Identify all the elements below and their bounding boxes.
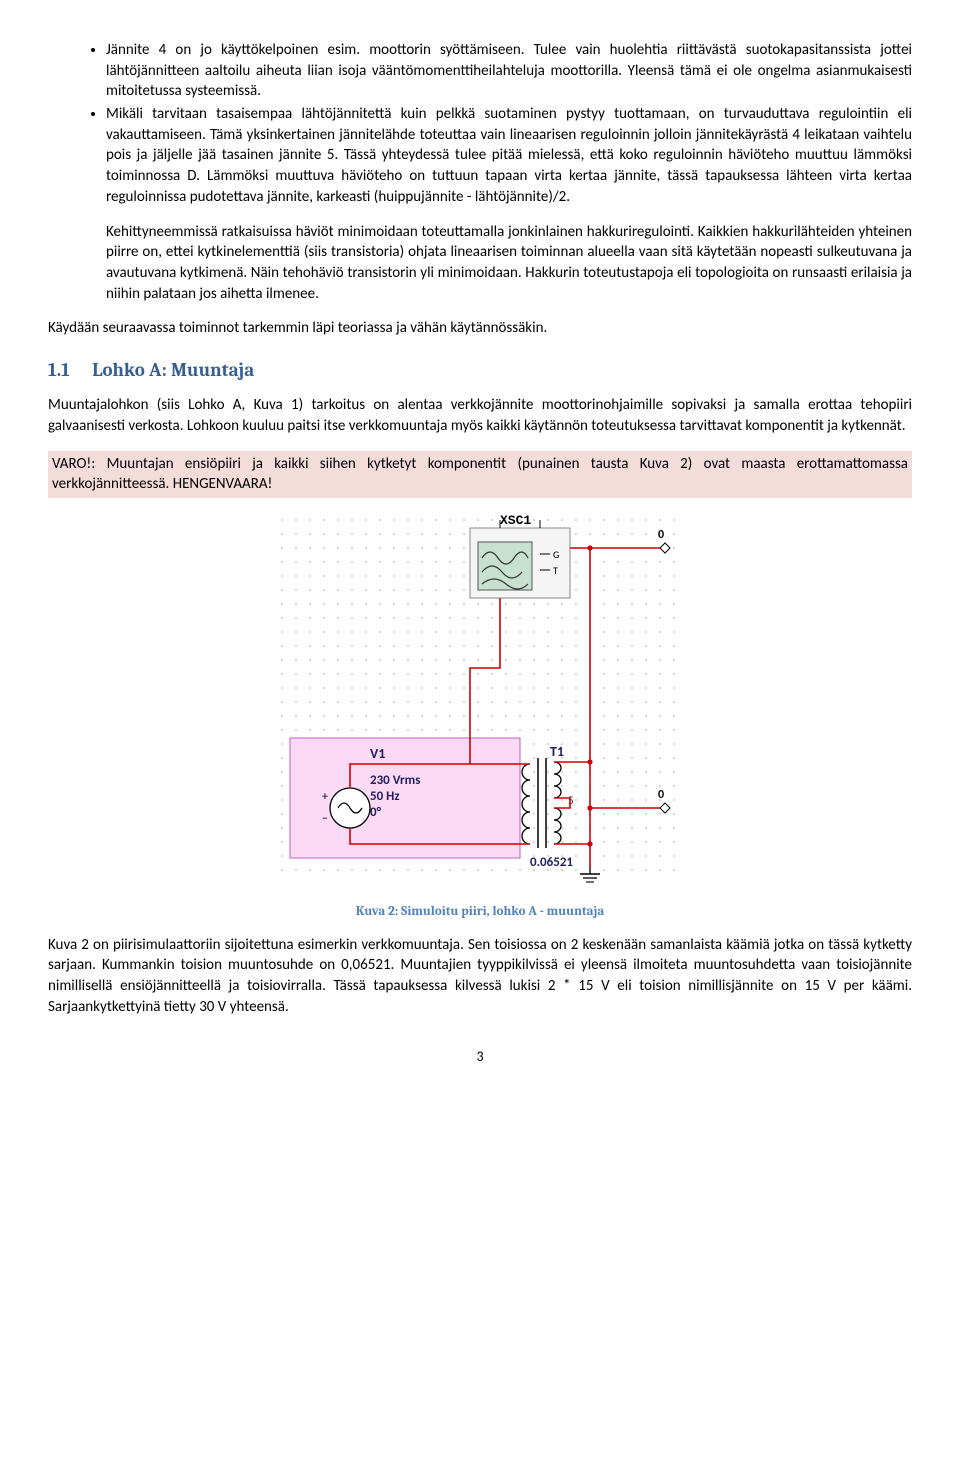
- svg-text:+: +: [322, 790, 328, 804]
- svg-text:0°: 0°: [370, 805, 382, 820]
- bullet-item: Mikäli tarvitaan tasaisempaa lähtöjännit…: [106, 104, 912, 207]
- svg-text:−: −: [322, 812, 328, 826]
- section-heading: 1.1 Lohko A: Muuntaja: [48, 357, 912, 383]
- figure-caption: Kuva 2: Simuloitu piiri, lohko A - muunt…: [48, 903, 912, 921]
- section-title: Lohko A: Muuntaja: [92, 359, 254, 381]
- svg-text:0: 0: [658, 528, 664, 542]
- svg-text:0.06521: 0.06521: [530, 855, 573, 870]
- svg-text:XSC1: XSC1: [500, 513, 531, 528]
- paragraph: Kehittyneemmissä ratkaisuissa häviöt min…: [48, 222, 912, 305]
- figure-container: XSC1GT00+−V1230 Vrms50 Hz0°T150.06521: [48, 508, 912, 895]
- circuit-diagram: XSC1GT00+−V1230 Vrms50 Hz0°T150.06521: [270, 508, 690, 888]
- svg-text:V1: V1: [370, 745, 385, 762]
- paragraph: Muuntajalohkon (siis Lohko A, Kuva 1) ta…: [48, 395, 912, 436]
- page-number: 3: [48, 1047, 912, 1066]
- svg-text:0: 0: [658, 788, 664, 802]
- section-number: 1.1: [48, 357, 88, 383]
- warning-box: VARO!: Muuntajan ensiöpiiri ja kaikki si…: [48, 451, 912, 498]
- svg-text:G: G: [553, 548, 559, 561]
- paragraph: Kuva 2 on piirisimulaattoriin sijoitettu…: [48, 935, 912, 1018]
- paragraph: Käydään seuraavassa toiminnot tarkemmin …: [48, 318, 912, 339]
- bullet-list: Jännite 4 on jo käyttökelpoinen esim. mo…: [48, 40, 912, 208]
- svg-text:230 Vrms: 230 Vrms: [370, 773, 420, 788]
- svg-text:50 Hz: 50 Hz: [370, 789, 400, 804]
- svg-text:T1: T1: [550, 743, 564, 760]
- bullet-item: Jännite 4 on jo käyttökelpoinen esim. mo…: [106, 40, 912, 102]
- svg-text:T: T: [553, 564, 558, 577]
